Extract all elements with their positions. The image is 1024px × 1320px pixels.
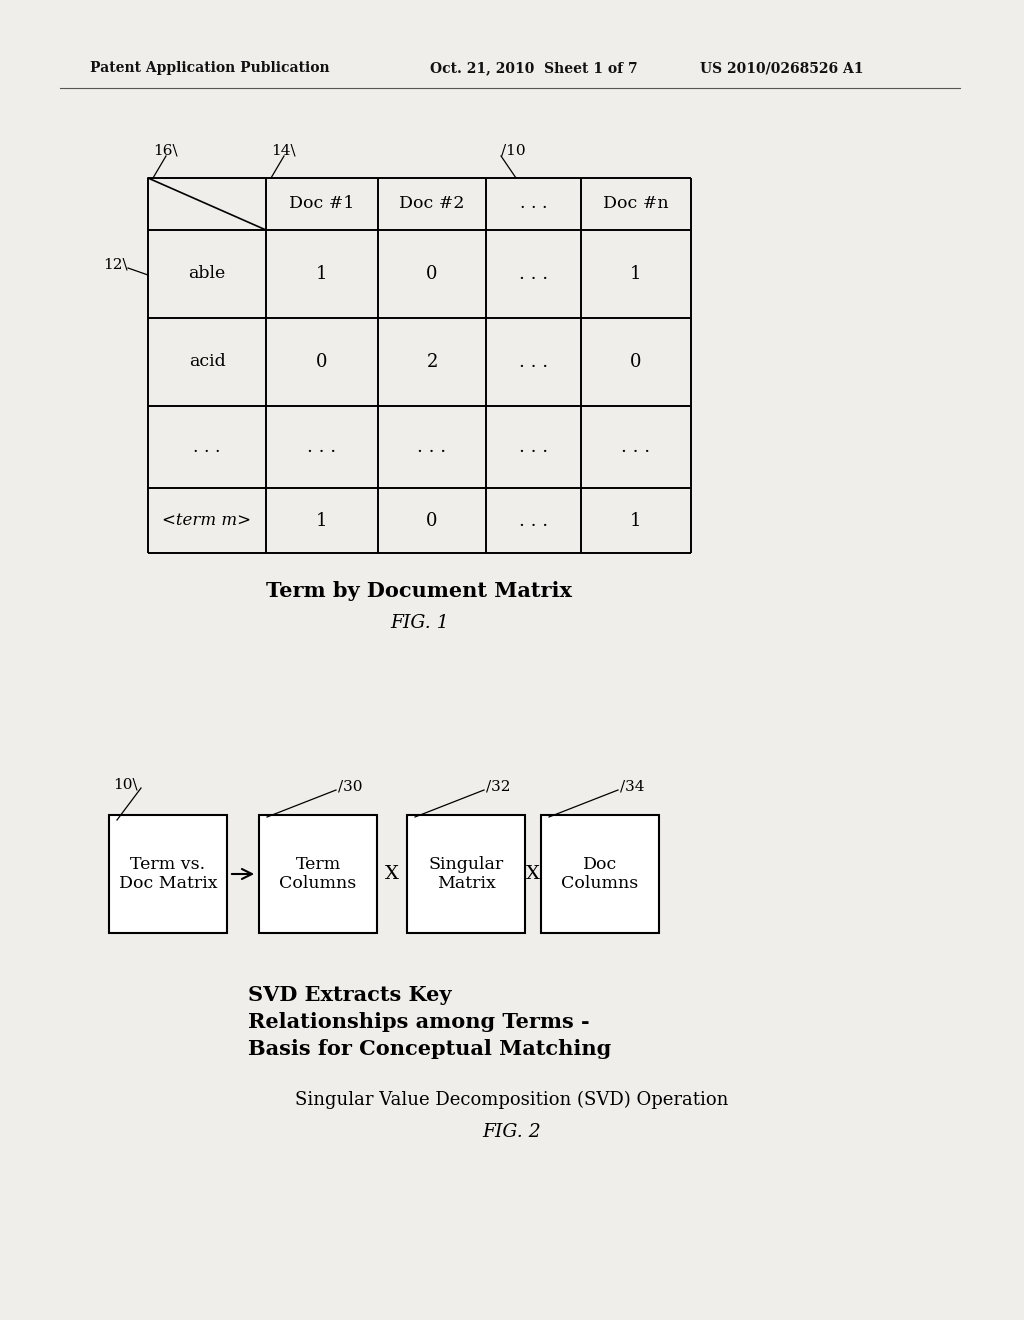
- Text: Singular Value Decomposition (SVD) Operation: Singular Value Decomposition (SVD) Opera…: [295, 1090, 729, 1109]
- Bar: [541, 814, 659, 933]
- Text: 0: 0: [426, 265, 437, 282]
- Text: X: X: [526, 865, 540, 883]
- Text: . . .: . . .: [194, 438, 221, 455]
- Text: . . .: . . .: [519, 265, 548, 282]
- Text: . . .: . . .: [519, 438, 548, 455]
- Text: Doc
Columns: Doc Columns: [561, 855, 639, 892]
- Text: /32: /32: [486, 780, 511, 795]
- Text: 1: 1: [316, 511, 328, 529]
- Text: /10: /10: [501, 143, 525, 157]
- Text: Term
Columns: Term Columns: [280, 855, 356, 892]
- Text: 1: 1: [630, 265, 642, 282]
- Text: Doc #1: Doc #1: [290, 195, 354, 213]
- Text: Patent Application Publication: Patent Application Publication: [90, 61, 330, 75]
- Text: /34: /34: [620, 780, 644, 795]
- Text: /30: /30: [338, 780, 362, 795]
- Text: 12\: 12\: [103, 257, 128, 272]
- Text: Term by Document Matrix: Term by Document Matrix: [266, 581, 572, 601]
- Text: 2: 2: [426, 352, 437, 371]
- Text: FIG. 2: FIG. 2: [482, 1123, 542, 1140]
- Bar: [407, 814, 525, 933]
- Text: able: able: [188, 265, 225, 282]
- Text: . . .: . . .: [307, 438, 337, 455]
- Text: <term m>: <term m>: [163, 512, 252, 529]
- Text: 16\: 16\: [153, 143, 177, 157]
- Text: Term vs.
Doc Matrix: Term vs. Doc Matrix: [119, 855, 217, 892]
- Text: . . .: . . .: [622, 438, 650, 455]
- Text: acid: acid: [188, 354, 225, 371]
- Text: Doc #2: Doc #2: [399, 195, 465, 213]
- Text: 10\: 10\: [114, 777, 138, 792]
- Text: 0: 0: [426, 511, 437, 529]
- Text: . . .: . . .: [418, 438, 446, 455]
- Text: SVD Extracts Key
Relationships among Terms -
Basis for Conceptual Matching: SVD Extracts Key Relationships among Ter…: [248, 985, 611, 1060]
- Text: X: X: [385, 865, 399, 883]
- Text: . . .: . . .: [519, 352, 548, 371]
- Text: Doc #n: Doc #n: [603, 195, 669, 213]
- Bar: [109, 814, 227, 933]
- Text: 1: 1: [630, 511, 642, 529]
- Text: 1: 1: [316, 265, 328, 282]
- Text: Singular
Matrix: Singular Matrix: [428, 855, 504, 892]
- Text: 0: 0: [316, 352, 328, 371]
- Text: . . .: . . .: [520, 195, 547, 213]
- Text: FIG. 1: FIG. 1: [390, 614, 449, 632]
- Text: Oct. 21, 2010  Sheet 1 of 7: Oct. 21, 2010 Sheet 1 of 7: [430, 61, 638, 75]
- Text: . . .: . . .: [519, 511, 548, 529]
- Text: US 2010/0268526 A1: US 2010/0268526 A1: [700, 61, 863, 75]
- Text: 0: 0: [630, 352, 642, 371]
- Text: 14\: 14\: [271, 143, 296, 157]
- Bar: [259, 814, 377, 933]
